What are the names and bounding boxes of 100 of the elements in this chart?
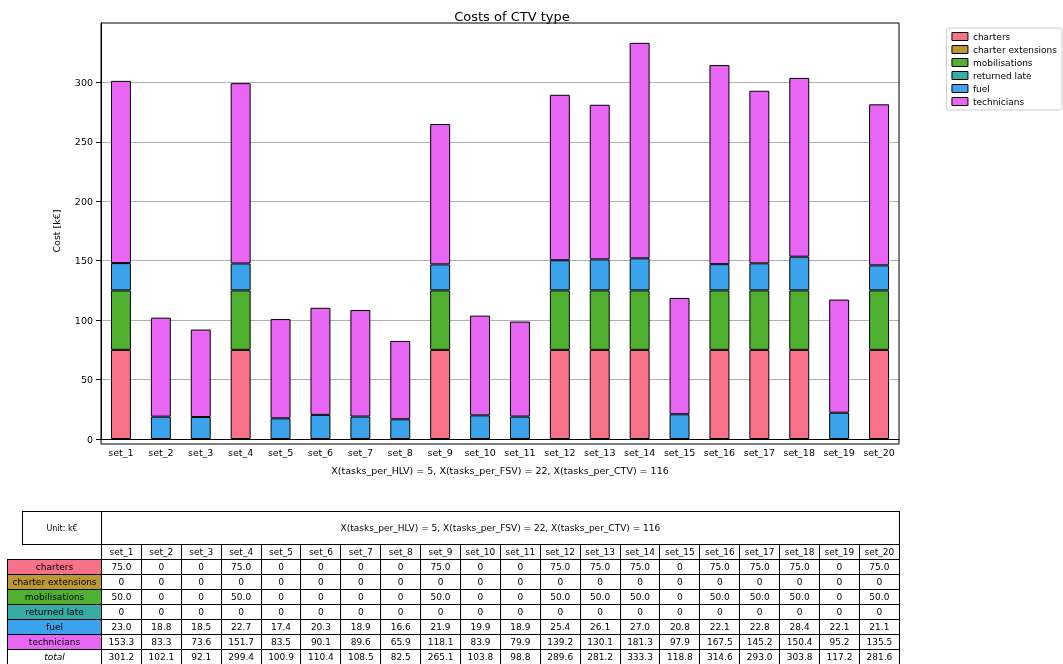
y-tick-label: 200 — [74, 195, 93, 207]
text: 281.2 — [580, 649, 621, 664]
data-label: 0 — [819, 559, 860, 575]
data-label: 16.6 — [380, 619, 421, 635]
data-label: 22.1 — [819, 619, 860, 635]
data-label: 83.9 — [460, 634, 501, 650]
data-label: 50.0 — [101, 589, 142, 605]
data-label: 0 — [659, 604, 700, 620]
data-label: 18.8 — [141, 619, 182, 635]
category-label: set_18 — [784, 547, 815, 557]
x-tick-label: set_11 — [504, 446, 536, 458]
data-label: 65.9 — [380, 634, 421, 650]
data-label: 139.2 — [540, 634, 581, 650]
data-label: 26.1 — [580, 619, 621, 635]
data-label: 75.0 — [699, 559, 740, 575]
x-tick-label: set_8 — [387, 446, 413, 458]
data-label: 0 — [300, 559, 341, 575]
category-label: set_5 — [269, 547, 293, 557]
data-label: 0 — [420, 574, 461, 590]
text: 103.8 — [460, 649, 501, 664]
category-label: set_11 — [505, 547, 536, 557]
data-label: 20.8 — [659, 619, 700, 635]
category-label: set_9 — [428, 547, 453, 557]
text: 303.8 — [779, 649, 820, 664]
data-label: 0 — [819, 589, 860, 605]
y-tick-label: 300 — [74, 76, 93, 88]
x-tick-label: set_6 — [307, 446, 334, 458]
x-tick-label: set_5 — [267, 446, 294, 458]
text: 314.6 — [699, 649, 740, 664]
data-label: 21.9 — [420, 619, 461, 635]
text: 82.5 — [380, 649, 421, 664]
data-label: 151.7 — [221, 634, 262, 650]
data-label: 0 — [620, 574, 660, 590]
data-label: 50.0 — [580, 589, 621, 605]
text: 117.2 — [819, 649, 860, 664]
data-label: 0 — [141, 589, 182, 605]
data-label: 0 — [380, 559, 421, 575]
legend-label: technicians — [972, 96, 1025, 107]
data-label: 0 — [580, 574, 621, 590]
text: X(tasks_per_HLV) = 5, X(tasks_per_FSV) = 22, X(tasks_per_CTV) = 116 — [340, 523, 661, 533]
data-label: 75.0 — [221, 559, 262, 575]
data-label: 83.5 — [261, 634, 301, 650]
data-label: 75.0 — [620, 559, 660, 575]
data-label: 0 — [659, 589, 700, 605]
data-label: 21.1 — [859, 619, 900, 635]
data-label: 0 — [141, 574, 182, 590]
text: 299.4 — [221, 649, 262, 664]
data-label: 0 — [181, 589, 222, 605]
y-tick-label: 0 — [86, 433, 93, 445]
data-label: 0 — [460, 574, 501, 590]
data-label: 0 — [460, 589, 501, 605]
data-label: 0 — [261, 559, 301, 575]
x-tick-label: set_13 — [584, 446, 616, 458]
data-label: 0 — [779, 574, 820, 590]
data-label: 75.0 — [540, 559, 581, 575]
data-label: 18.9 — [500, 619, 541, 635]
text: 333.3 — [620, 649, 660, 664]
data-label: 0 — [540, 604, 581, 620]
category-label: set_12 — [545, 547, 576, 557]
data-label: 83.3 — [141, 634, 182, 650]
text: technicians — [28, 637, 81, 647]
text: 265.1 — [420, 649, 461, 664]
data-label: 50.0 — [859, 589, 900, 605]
x-tick-label: set_17 — [743, 446, 776, 458]
data-label: 79.9 — [500, 634, 541, 650]
data-label: 0 — [221, 574, 262, 590]
data-label: 145.2 — [739, 634, 780, 650]
x-tick-label: set_12 — [544, 446, 576, 458]
category-label: set_19 — [824, 547, 855, 557]
chart-title: Costs of CTV type — [454, 9, 570, 24]
data-label: 95.2 — [819, 634, 860, 650]
data-label: 19.9 — [460, 619, 501, 635]
data-label: 50.0 — [420, 589, 461, 605]
y-axis-title: Cost [k€] — [50, 209, 62, 253]
x-tick-label: set_1 — [108, 446, 134, 458]
data-label: 0 — [500, 559, 541, 575]
text: 281.6 — [859, 649, 900, 664]
x-axis-title: X(tasks_per_HLV) = 5, X(tasks_per_FSV) = 22, X(tasks_per_CTV) = 116 — [331, 464, 669, 476]
data-label: 0 — [500, 604, 541, 620]
data-label: 0 — [500, 574, 541, 590]
data-label: 0 — [261, 589, 301, 605]
data-label: 0 — [261, 574, 301, 590]
text: fuel — [46, 622, 63, 632]
x-tick-label: set_15 — [663, 446, 696, 458]
category-label: set_3 — [189, 547, 214, 557]
data-label: 0 — [340, 574, 381, 590]
data-label: 23.0 — [101, 619, 142, 635]
data-label: 150.4 — [779, 634, 820, 650]
data-label: 0 — [300, 589, 341, 605]
data-label: 0 — [620, 604, 660, 620]
data-label: 0 — [659, 559, 700, 575]
data-label: 75.0 — [779, 559, 820, 575]
data-label: 20.3 — [300, 619, 341, 635]
data-label: 0 — [779, 604, 820, 620]
data-label: 0 — [380, 574, 421, 590]
data-label: 0 — [300, 604, 341, 620]
x-tick-label: set_2 — [148, 446, 174, 458]
text: mobilisations — [24, 592, 85, 602]
data-label: 0 — [819, 604, 860, 620]
text: charters — [35, 562, 74, 572]
